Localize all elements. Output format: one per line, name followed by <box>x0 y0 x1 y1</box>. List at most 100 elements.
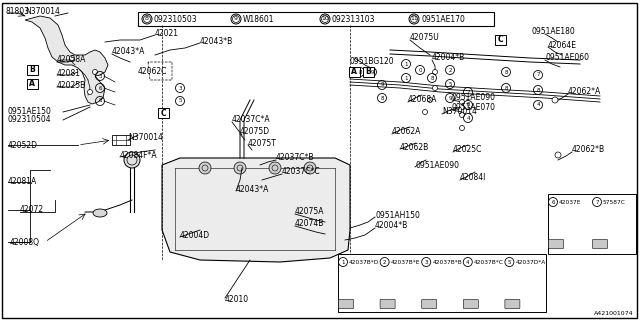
Text: 4: 4 <box>467 116 470 121</box>
Circle shape <box>88 90 93 94</box>
Text: N370014: N370014 <box>25 6 60 15</box>
Ellipse shape <box>93 209 107 217</box>
Text: 5: 5 <box>179 99 182 103</box>
Text: 0951AE180: 0951AE180 <box>532 28 576 36</box>
Circle shape <box>460 125 465 131</box>
Text: 42025B: 42025B <box>57 81 86 90</box>
Text: N370014: N370014 <box>128 133 163 142</box>
Text: N370014: N370014 <box>442 108 477 116</box>
Text: 42075D: 42075D <box>240 127 270 137</box>
FancyBboxPatch shape <box>495 35 506 45</box>
Text: 0951AH150: 0951AH150 <box>375 211 420 220</box>
Text: A: A <box>351 68 357 76</box>
Text: 092310504: 092310504 <box>8 116 52 124</box>
Text: 9: 9 <box>380 83 384 87</box>
Text: 42062B: 42062B <box>400 142 429 151</box>
Text: 6: 6 <box>99 85 102 91</box>
Text: 42010: 42010 <box>225 295 249 305</box>
Text: 0951AE170: 0951AE170 <box>421 14 465 23</box>
Circle shape <box>304 162 316 174</box>
Text: 42062A: 42062A <box>392 127 421 137</box>
FancyBboxPatch shape <box>593 239 607 249</box>
Circle shape <box>422 109 428 115</box>
Text: 42074B: 42074B <box>295 220 324 228</box>
Circle shape <box>124 152 140 168</box>
FancyBboxPatch shape <box>157 108 168 118</box>
Text: 3: 3 <box>99 74 102 78</box>
Text: 2: 2 <box>448 68 452 73</box>
Text: 42062*B: 42062*B <box>572 146 605 155</box>
Text: 42081: 42081 <box>57 68 81 77</box>
Text: 42075U: 42075U <box>410 34 440 43</box>
Text: 7: 7 <box>536 73 540 77</box>
Text: 3: 3 <box>179 85 182 91</box>
Text: 4: 4 <box>536 102 540 108</box>
Text: 0951BG120: 0951BG120 <box>350 58 395 67</box>
Polygon shape <box>162 158 350 262</box>
Text: 42043*B: 42043*B <box>200 36 233 45</box>
Text: 42037C*B: 42037C*B <box>276 154 314 163</box>
Polygon shape <box>25 16 108 104</box>
Text: 42037B*E: 42037B*E <box>390 260 420 265</box>
FancyBboxPatch shape <box>338 254 546 312</box>
Text: 42062C: 42062C <box>138 68 168 76</box>
Circle shape <box>199 162 211 174</box>
Text: 0951AE060: 0951AE060 <box>545 53 589 62</box>
Text: 8: 8 <box>467 102 470 108</box>
Text: 8: 8 <box>430 76 434 81</box>
Text: 0951AE090: 0951AE090 <box>415 161 459 170</box>
Text: 42037D*A: 42037D*A <box>515 260 546 265</box>
Text: 0: 0 <box>419 68 422 73</box>
FancyBboxPatch shape <box>349 67 360 77</box>
Text: 7: 7 <box>467 90 470 94</box>
Text: 2: 2 <box>383 260 387 265</box>
Text: 42064E: 42064E <box>548 41 577 50</box>
Text: 092313103: 092313103 <box>332 14 376 23</box>
Text: 42072: 42072 <box>20 205 44 214</box>
Text: 0951AE070: 0951AE070 <box>452 103 496 113</box>
Circle shape <box>555 152 561 158</box>
Text: 5: 5 <box>448 82 452 86</box>
Text: 1: 1 <box>404 76 408 81</box>
FancyBboxPatch shape <box>422 300 436 308</box>
Text: 42084F*A: 42084F*A <box>120 150 157 159</box>
FancyBboxPatch shape <box>548 239 563 249</box>
Text: 42004D: 42004D <box>180 230 210 239</box>
Circle shape <box>428 98 433 102</box>
Text: 3: 3 <box>424 260 428 265</box>
FancyBboxPatch shape <box>362 67 374 77</box>
FancyBboxPatch shape <box>548 194 636 254</box>
Text: 42084I: 42084I <box>460 173 486 182</box>
Text: 42037B*B: 42037B*B <box>432 260 462 265</box>
Text: 42052D: 42052D <box>8 140 38 149</box>
Text: 11: 11 <box>410 17 418 21</box>
FancyBboxPatch shape <box>26 65 38 75</box>
Text: 6: 6 <box>551 199 555 204</box>
Text: 57587C: 57587C <box>603 199 626 204</box>
FancyBboxPatch shape <box>463 300 478 308</box>
Text: 42037C*C: 42037C*C <box>282 167 321 177</box>
Text: 4: 4 <box>466 260 470 265</box>
Text: 8: 8 <box>380 95 384 100</box>
Text: 81803: 81803 <box>6 6 30 15</box>
Circle shape <box>93 69 97 75</box>
Circle shape <box>433 85 438 91</box>
Text: 42037C*A: 42037C*A <box>232 116 271 124</box>
Text: 42008Q: 42008Q <box>10 237 40 246</box>
Text: 42068A: 42068A <box>408 95 437 105</box>
FancyBboxPatch shape <box>380 300 395 308</box>
FancyBboxPatch shape <box>26 79 38 89</box>
Text: 9: 9 <box>234 17 238 21</box>
Circle shape <box>552 97 558 103</box>
Text: 1: 1 <box>404 61 408 67</box>
Text: C: C <box>497 36 503 44</box>
Text: 0951AE090: 0951AE090 <box>452 93 496 102</box>
Circle shape <box>269 162 281 174</box>
Text: 9: 9 <box>371 69 374 75</box>
Text: 42004*B: 42004*B <box>375 221 408 230</box>
Text: 8: 8 <box>504 69 508 75</box>
Text: 9: 9 <box>448 95 452 100</box>
Text: 42037B*D: 42037B*D <box>349 260 380 265</box>
Text: 42058A: 42058A <box>57 55 86 65</box>
Text: 42025C: 42025C <box>453 146 483 155</box>
